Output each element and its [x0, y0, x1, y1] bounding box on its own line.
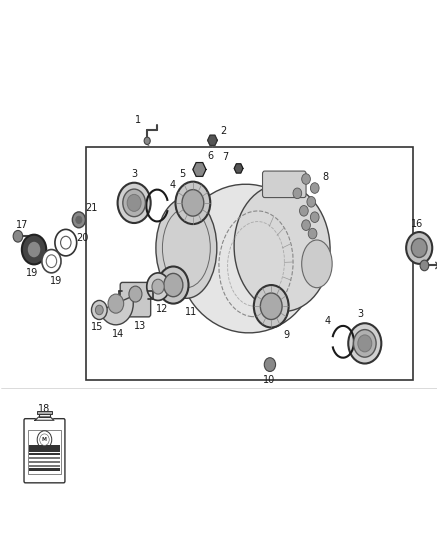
Text: 19: 19 — [26, 269, 38, 278]
Text: 3: 3 — [357, 309, 364, 319]
Circle shape — [72, 212, 85, 228]
Bar — [29, 461, 60, 463]
Text: 12: 12 — [156, 304, 169, 314]
Ellipse shape — [302, 240, 332, 288]
Polygon shape — [193, 163, 206, 176]
Ellipse shape — [156, 198, 217, 298]
Bar — [29, 448, 60, 451]
Text: 17: 17 — [420, 249, 432, 259]
Circle shape — [260, 293, 282, 319]
Text: 5: 5 — [179, 169, 185, 179]
FancyBboxPatch shape — [120, 282, 151, 317]
Text: 11: 11 — [184, 306, 197, 317]
Text: 6: 6 — [207, 151, 213, 161]
Circle shape — [147, 273, 170, 301]
Bar — [29, 445, 60, 448]
Text: 4: 4 — [170, 180, 176, 190]
Polygon shape — [234, 164, 243, 173]
Text: M: M — [42, 437, 47, 442]
Text: 19: 19 — [49, 276, 62, 286]
Circle shape — [358, 335, 372, 352]
Circle shape — [42, 249, 61, 273]
Circle shape — [117, 183, 151, 223]
Text: 7: 7 — [223, 152, 229, 161]
Circle shape — [302, 220, 311, 230]
Circle shape — [300, 206, 308, 216]
Circle shape — [406, 232, 432, 264]
Bar — [37, 411, 52, 414]
Circle shape — [302, 174, 311, 184]
Circle shape — [158, 266, 188, 304]
Circle shape — [144, 137, 150, 144]
Text: 16: 16 — [411, 219, 423, 229]
Bar — [29, 468, 60, 471]
Polygon shape — [35, 417, 54, 420]
Circle shape — [129, 286, 142, 302]
Circle shape — [411, 238, 427, 257]
Text: 10: 10 — [262, 375, 275, 385]
Text: 21: 21 — [86, 203, 98, 213]
Circle shape — [76, 216, 82, 223]
Circle shape — [353, 329, 376, 357]
Circle shape — [108, 294, 124, 313]
Ellipse shape — [178, 184, 317, 333]
Text: 17: 17 — [16, 220, 28, 230]
Bar — [29, 465, 60, 467]
Bar — [29, 457, 60, 459]
FancyBboxPatch shape — [262, 171, 306, 198]
Text: 4: 4 — [325, 316, 331, 326]
Circle shape — [123, 189, 145, 216]
Circle shape — [22, 235, 46, 264]
Wedge shape — [99, 296, 133, 325]
Text: 8: 8 — [322, 172, 328, 182]
Circle shape — [420, 260, 429, 271]
Circle shape — [176, 182, 210, 224]
Circle shape — [264, 358, 276, 372]
Circle shape — [40, 434, 49, 446]
Text: 14: 14 — [112, 329, 124, 340]
Text: 15: 15 — [91, 322, 103, 333]
FancyBboxPatch shape — [24, 419, 65, 483]
Circle shape — [60, 236, 71, 249]
Polygon shape — [208, 135, 217, 146]
Circle shape — [46, 255, 57, 268]
Circle shape — [311, 183, 319, 193]
Circle shape — [308, 228, 317, 239]
Bar — [86, 147, 413, 381]
Circle shape — [92, 301, 107, 319]
Circle shape — [152, 279, 164, 294]
Bar — [28, 430, 61, 474]
Bar — [29, 453, 60, 456]
Text: 2: 2 — [220, 126, 226, 136]
Circle shape — [13, 230, 23, 242]
Text: 18: 18 — [39, 403, 51, 414]
Bar — [39, 414, 50, 417]
Circle shape — [311, 212, 319, 222]
Text: 9: 9 — [283, 330, 290, 341]
Circle shape — [182, 190, 204, 216]
Circle shape — [37, 431, 52, 449]
Text: 13: 13 — [134, 321, 146, 331]
Circle shape — [55, 229, 77, 256]
Circle shape — [127, 195, 141, 212]
Text: 20: 20 — [76, 233, 88, 244]
Circle shape — [348, 323, 381, 364]
Circle shape — [164, 273, 183, 297]
Ellipse shape — [234, 184, 330, 311]
Text: 3: 3 — [131, 169, 137, 179]
Circle shape — [254, 285, 289, 327]
Text: 1: 1 — [135, 115, 141, 125]
Circle shape — [95, 305, 103, 315]
Circle shape — [293, 188, 302, 199]
Circle shape — [307, 197, 316, 207]
Circle shape — [27, 241, 41, 258]
